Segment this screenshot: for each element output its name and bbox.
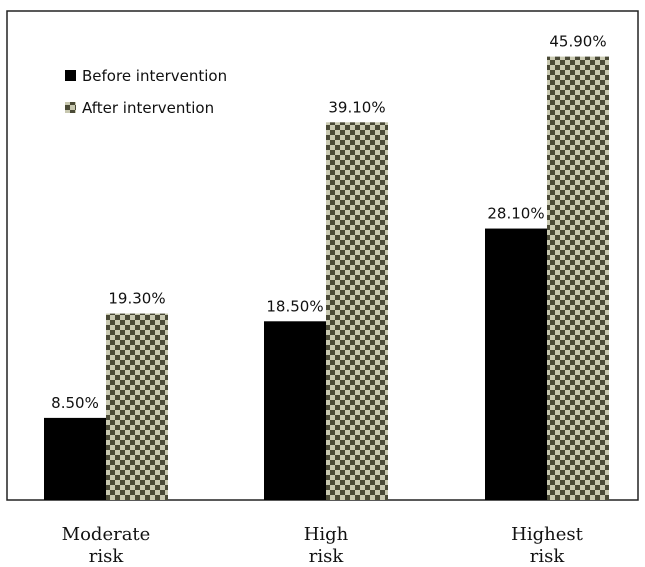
bars-layer	[44, 56, 609, 501]
bar-before-high-risk	[264, 321, 326, 500]
legend-label-before: Before intervention	[82, 67, 227, 85]
category-labels: Moderate risk High risk Highest risk	[62, 524, 584, 567]
data-label-after-high-risk: 39.10%	[328, 98, 385, 116]
bar-after-high-risk	[326, 122, 388, 500]
legend-swatch-after	[65, 102, 76, 113]
bar-before-moderate-risk	[44, 417, 106, 500]
category-label-moderate-risk: Moderate risk	[62, 524, 151, 567]
data-label-after-highest-risk: 45.90%	[549, 33, 606, 51]
bar-after-moderate-risk	[106, 313, 168, 500]
bar-after-highest-risk	[547, 56, 609, 501]
bar-before-highest-risk	[485, 228, 547, 500]
data-label-after-moderate-risk: 19.30%	[108, 290, 165, 308]
legend-label-after: After intervention	[82, 99, 214, 117]
category-label-high-risk: High risk	[304, 524, 349, 567]
data-label-before-highest-risk: 28.10%	[487, 205, 544, 223]
data-label-before-high-risk: 18.50%	[266, 297, 323, 315]
data-label-before-moderate-risk: 8.50%	[51, 394, 99, 412]
category-label-highest-risk: Highest risk	[511, 524, 583, 567]
legend: Before intervention After intervention	[65, 67, 227, 117]
legend-swatch-before	[65, 70, 76, 81]
value-labels-layer: 8.50% 19.30% 18.50% 39.10% 28.10% 45.90%	[51, 33, 606, 412]
